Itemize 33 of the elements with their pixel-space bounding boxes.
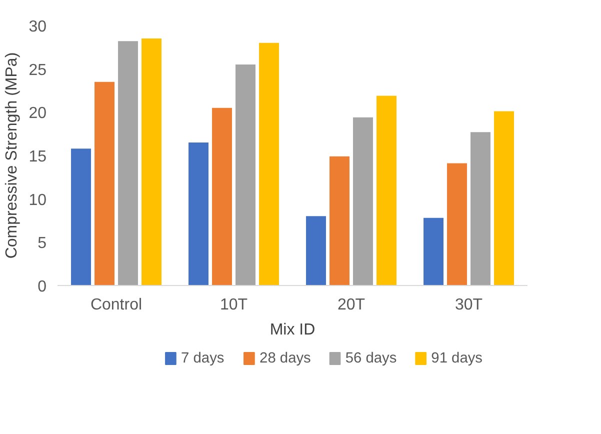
- y-tick-label: 0: [38, 278, 47, 296]
- legend-label: 7 days: [181, 350, 224, 366]
- y-tick-label: 15: [28, 148, 47, 166]
- bar: [188, 142, 208, 286]
- legend-label: 28 days: [260, 350, 311, 366]
- x-tick-label: 30T: [454, 296, 483, 314]
- y-tick-label: 30: [28, 18, 47, 36]
- x-tick-label: 20T: [337, 296, 366, 314]
- bar: [353, 117, 373, 286]
- bar: [470, 132, 490, 286]
- bar: [236, 64, 256, 286]
- legend-label: 56 days: [345, 350, 397, 366]
- bar: [71, 148, 91, 286]
- bar: [447, 163, 467, 286]
- bar: [142, 38, 162, 286]
- x-tick-label: 10T: [220, 296, 248, 314]
- legend-label: 91 days: [431, 350, 483, 366]
- y-tick-label: 25: [28, 62, 47, 79]
- x-tick-label: Control: [90, 296, 142, 314]
- x-axis-title: Mix ID: [270, 322, 316, 338]
- y-axis-title: Compressive Strength (MPa): [4, 52, 21, 259]
- bar: [212, 108, 232, 286]
- bar: [118, 41, 138, 286]
- bar: [330, 156, 350, 286]
- y-tick-label: 5: [38, 235, 47, 252]
- bar: [494, 111, 514, 286]
- y-tick-label: 20: [28, 105, 47, 122]
- y-tick-label: 10: [28, 192, 47, 209]
- bar: [94, 82, 114, 286]
- bar: [424, 218, 444, 286]
- bar: [259, 42, 279, 286]
- bar: [376, 96, 396, 286]
- bar: [306, 216, 326, 286]
